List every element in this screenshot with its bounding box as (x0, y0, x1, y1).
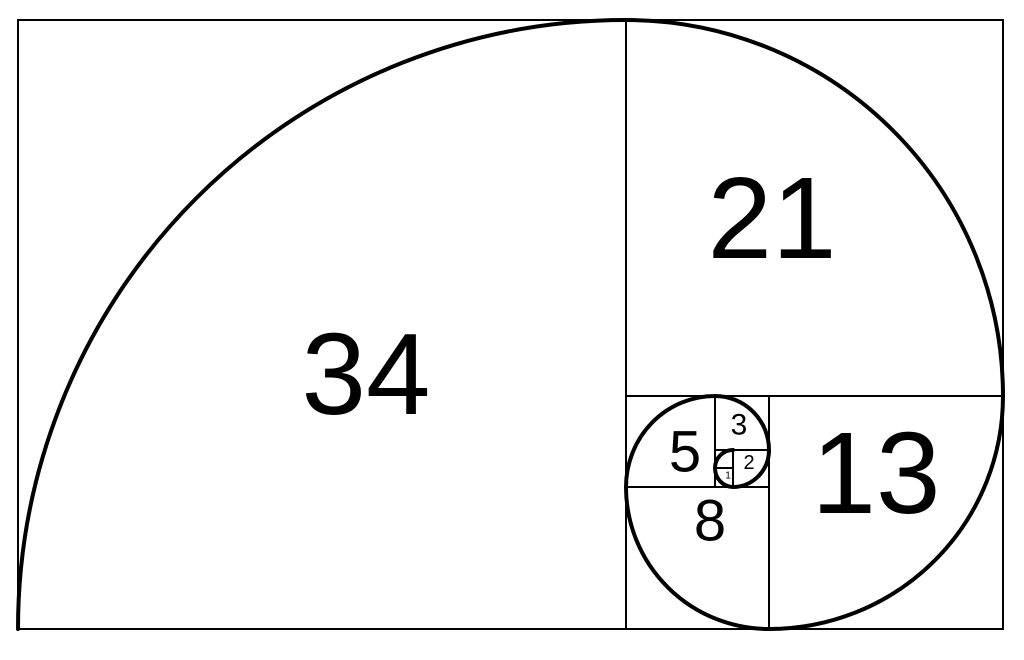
labels-group: 34 21 13 8 5 3 2 1 1 (301, 153, 940, 554)
label-2: 2 (743, 452, 754, 474)
label-34: 34 (301, 309, 430, 439)
label-21: 21 (707, 153, 836, 283)
golden-spiral (16, 17, 1006, 632)
label-3: 3 (731, 409, 748, 442)
label-13: 13 (811, 408, 940, 538)
squares-group (17, 19, 1004, 630)
label-5: 5 (669, 420, 701, 485)
label-8: 8 (694, 489, 726, 554)
square-1b (714, 449, 734, 469)
label-1a: 1 (725, 471, 731, 482)
